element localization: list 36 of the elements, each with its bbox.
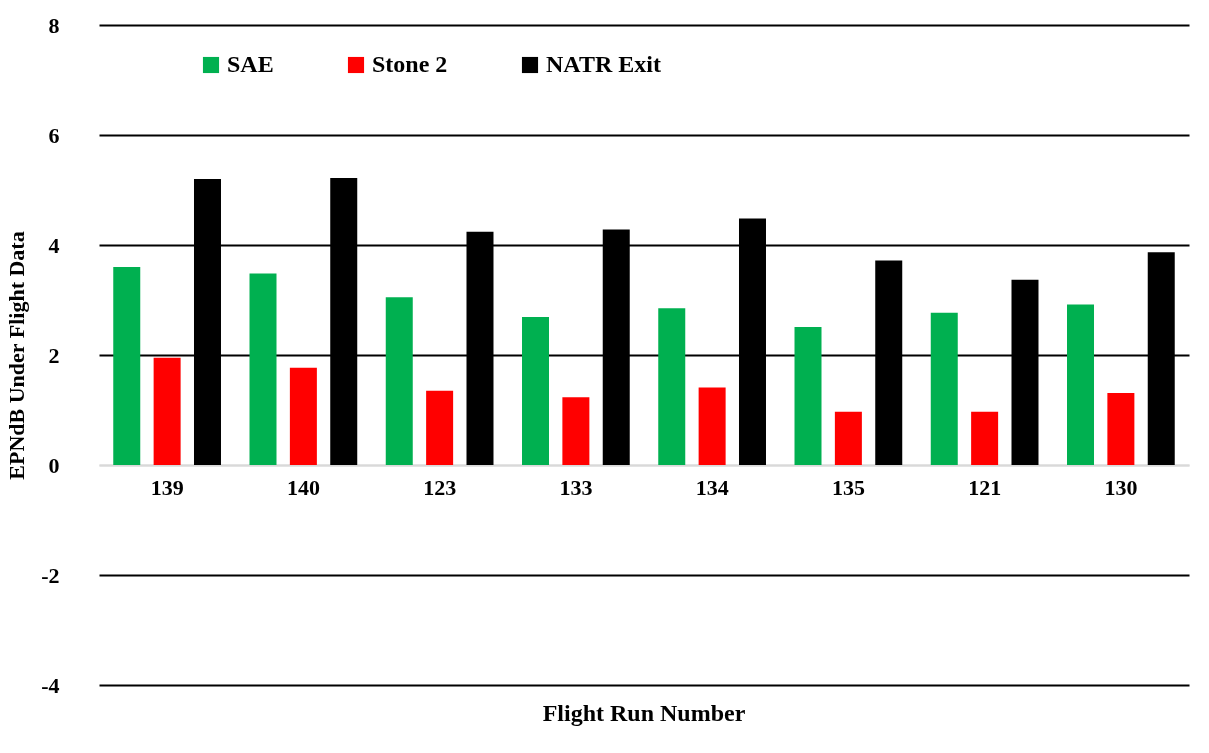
bar — [971, 411, 999, 465]
y-tick-label: -2 — [41, 562, 60, 588]
bar — [1107, 392, 1135, 465]
legend-label: NATR Exit — [546, 51, 661, 77]
y-tick-label: -4 — [41, 672, 60, 698]
x-tick-label: 139 — [150, 474, 184, 500]
x-tick-label: 130 — [1104, 474, 1138, 500]
x-tick-label: 134 — [695, 474, 729, 500]
y-tick-label: 8 — [48, 12, 60, 38]
x-tick-label: 121 — [968, 474, 1002, 500]
x-axis-title: Flight Run Number — [542, 700, 746, 726]
legend-label: Stone 2 — [372, 51, 448, 77]
y-tick-label: 4 — [48, 232, 60, 258]
y-tick-label: 0 — [48, 452, 60, 478]
bar — [426, 390, 454, 465]
bar — [794, 326, 822, 465]
bar — [113, 267, 141, 465]
bar — [249, 273, 277, 465]
y-axis-title: EPNdB Under Flight Data — [4, 231, 30, 480]
y-tick-label: 2 — [48, 342, 60, 368]
bar — [698, 387, 726, 465]
x-tick-label: 135 — [831, 474, 865, 500]
bar — [658, 308, 686, 465]
bar — [834, 411, 862, 465]
y-tick-label: 6 — [48, 122, 60, 148]
bar — [522, 317, 549, 465]
bar — [385, 297, 413, 465]
x-tick-label: 140 — [286, 474, 320, 500]
bar — [289, 367, 317, 465]
bar — [1067, 304, 1094, 465]
bar — [153, 357, 181, 465]
bar — [930, 312, 958, 465]
x-tick-label: 123 — [423, 474, 457, 500]
legend-label: SAE — [227, 51, 274, 77]
bar — [562, 397, 590, 465]
x-tick-label: 133 — [559, 474, 593, 500]
